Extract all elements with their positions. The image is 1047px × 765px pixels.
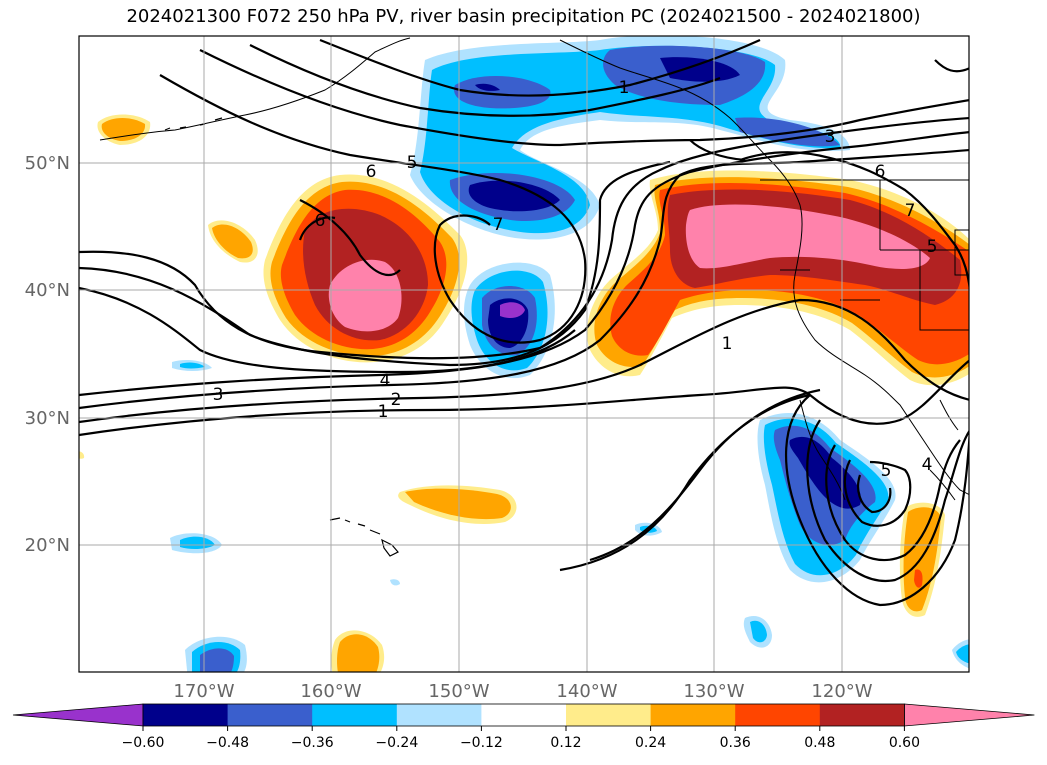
lon-label: 170°W bbox=[173, 681, 234, 702]
colorbar-segment bbox=[396, 704, 482, 726]
lon-label: 150°W bbox=[428, 681, 489, 702]
contour-label: 5 bbox=[881, 461, 892, 481]
contour-label: 2 bbox=[391, 390, 402, 410]
coastlines bbox=[99, 37, 969, 501]
contour-label: 1 bbox=[722, 334, 733, 354]
colorbar-tick-label: −0.60 bbox=[122, 735, 165, 751]
colorbar-segment bbox=[650, 704, 736, 726]
contour-label: 7 bbox=[493, 215, 504, 235]
latitude-labels: 50°N 40°N 30°N 20°N bbox=[25, 153, 70, 556]
lat-label: 20°N bbox=[25, 535, 70, 556]
contour-label: 1 bbox=[619, 78, 630, 98]
contour-label: 3 bbox=[825, 127, 836, 147]
colorbar-tick-label: 0.48 bbox=[804, 735, 835, 751]
contour-label: 7 bbox=[905, 201, 916, 221]
colorbar: −0.60 −0.48 −0.36 −0.24 −0.12 0.12 0.24 0.36 0.4… bbox=[12, 703, 1035, 751]
map-grid bbox=[79, 36, 969, 672]
lon-label: 140°W bbox=[556, 681, 617, 702]
colorbar-tick-label: 0.36 bbox=[720, 735, 751, 751]
colorbar-extend-low bbox=[12, 703, 144, 727]
pv-contours bbox=[79, 38, 969, 607]
colorbar-tick-label: 0.60 bbox=[889, 735, 920, 751]
colorbar-tick-label: −0.12 bbox=[460, 735, 503, 751]
lon-label: 130°W bbox=[683, 681, 744, 702]
colorbar-segment bbox=[481, 704, 567, 726]
contour-label: 4 bbox=[380, 371, 391, 391]
islands bbox=[164, 117, 399, 557]
contour-label: 6 bbox=[366, 162, 377, 182]
colorbar-segment bbox=[735, 704, 821, 726]
colorbar-extend-high bbox=[904, 703, 1035, 727]
colorbar-segment bbox=[143, 704, 229, 726]
longitude-labels: 170°W 160°W 150°W 140°W 130°W 120°W bbox=[173, 681, 872, 702]
colorbar-segment bbox=[566, 704, 652, 726]
colorbar-tick-label: −0.48 bbox=[206, 735, 249, 751]
contour-label: 3 bbox=[213, 385, 224, 405]
lat-label: 50°N bbox=[25, 153, 70, 174]
colorbar-tick-label: −0.24 bbox=[375, 735, 418, 751]
precip-shading bbox=[79, 36, 969, 672]
contour-label: 5 bbox=[927, 237, 938, 257]
colorbar-tick-label: −0.36 bbox=[291, 735, 334, 751]
lon-label: 160°W bbox=[300, 681, 361, 702]
colorbar-segment bbox=[819, 704, 905, 726]
contour-label: 6 bbox=[315, 211, 326, 231]
lat-label: 30°N bbox=[25, 408, 70, 429]
contour-label: 4 bbox=[922, 455, 933, 475]
colorbar-outline bbox=[142, 703, 905, 727]
colorbar-tick-label: 0.12 bbox=[550, 735, 581, 751]
colorbar-tick-label: 0.24 bbox=[635, 735, 666, 751]
contour-label: 5 bbox=[407, 153, 418, 173]
map-frame bbox=[78, 35, 970, 673]
colorbar-segment bbox=[227, 704, 313, 726]
contour-label: 6 bbox=[875, 162, 886, 182]
map-title: 2024021300 F072 250 hPa PV, river basin … bbox=[126, 6, 921, 27]
contour-label: 1 bbox=[378, 402, 389, 422]
contour-labels: 1 3 6 5 6 7 7 5 6 4 3 2 1 1 5 4 bbox=[213, 78, 938, 481]
colorbar-segment bbox=[312, 704, 398, 726]
lat-label: 40°N bbox=[25, 280, 70, 301]
lon-label: 120°W bbox=[811, 681, 872, 702]
